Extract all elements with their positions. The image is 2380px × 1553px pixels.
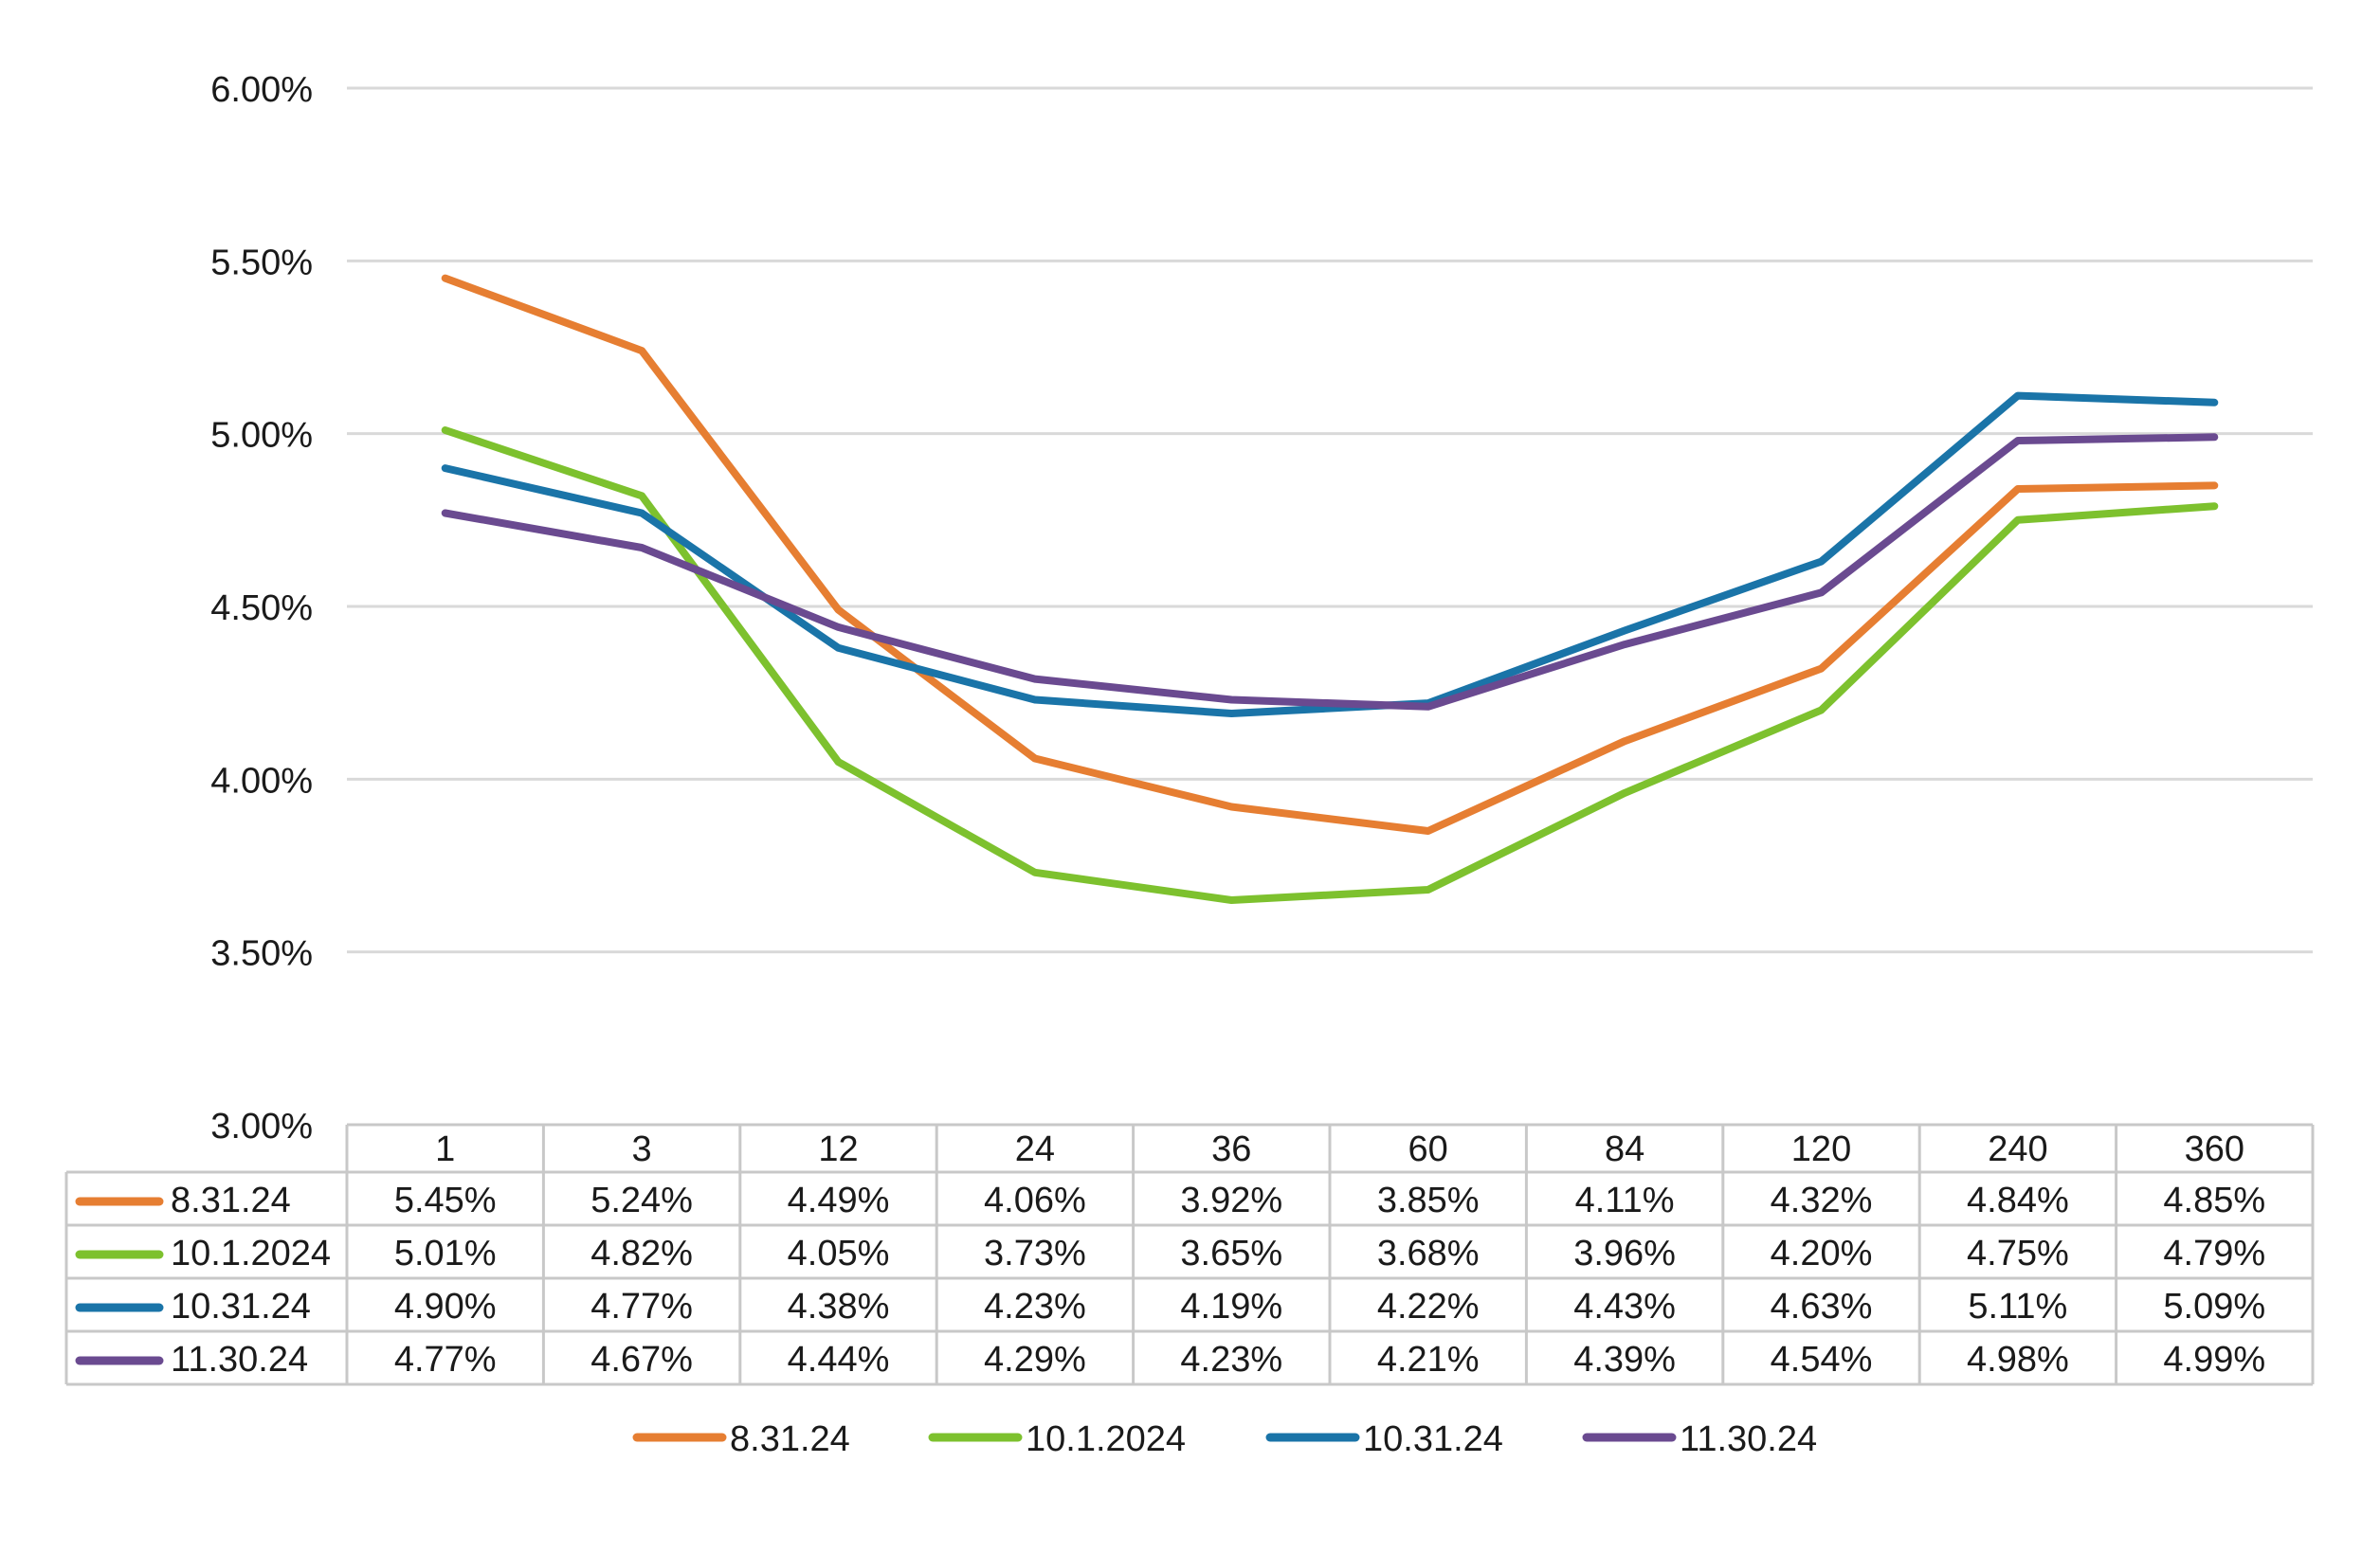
x-tick-label: 120 [1791, 1129, 1851, 1169]
data-label: 4.82% [590, 1234, 693, 1273]
data-label: 3.92% [1180, 1181, 1282, 1220]
gridlines [347, 86, 2313, 954]
series-line [441, 426, 2219, 904]
table-row-label: 10.1.2024 [171, 1234, 331, 1273]
x-tick-label: 1 [435, 1129, 455, 1169]
data-label: 3.96% [1573, 1234, 1676, 1273]
data-label: 5.11% [1968, 1287, 2067, 1327]
data-label: 4.43% [1573, 1287, 1676, 1327]
data-label: 4.54% [1771, 1340, 1873, 1380]
y-tick-label: 4.00% [210, 761, 313, 801]
data-label: 4.90% [394, 1287, 497, 1327]
table-row-label: 8.31.24 [171, 1181, 291, 1220]
data-label: 4.99% [2163, 1340, 2265, 1380]
data-label: 4.05% [788, 1234, 890, 1273]
data-label: 4.79% [2163, 1234, 2265, 1273]
data-label: 4.84% [1967, 1181, 2069, 1220]
x-tick-label: 24 [1015, 1129, 1055, 1169]
series-lines [441, 274, 2219, 904]
data-label: 4.20% [1771, 1234, 1873, 1273]
legend-label: 11.30.24 [1680, 1419, 1817, 1459]
legend-label: 8.31.24 [730, 1419, 850, 1459]
data-label: 4.39% [1573, 1340, 1676, 1380]
y-tick-label: 3.50% [210, 934, 313, 974]
data-label: 4.49% [788, 1181, 890, 1220]
x-tick-label: 12 [818, 1129, 858, 1169]
data-label: 4.38% [788, 1287, 890, 1327]
series-line [441, 433, 2219, 711]
y-tick-label: 5.50% [210, 243, 313, 282]
data-label: 3.68% [1377, 1234, 1480, 1273]
data-label: 3.85% [1377, 1181, 1480, 1220]
data-label: 4.32% [1771, 1181, 1873, 1220]
data-label: 4.06% [984, 1181, 1086, 1220]
y-tick-label: 4.50% [210, 588, 313, 628]
data-label: 4.63% [1771, 1287, 1873, 1327]
data-label: 4.11% [1575, 1181, 1675, 1220]
data-label: 4.75% [1967, 1234, 2069, 1273]
data-label: 4.98% [1967, 1340, 2069, 1380]
data-label: 5.45% [394, 1181, 497, 1220]
x-tick-label: 3 [632, 1129, 652, 1169]
data-label: 4.19% [1180, 1287, 1282, 1327]
data-label: 3.65% [1180, 1234, 1282, 1273]
data-label: 3.73% [984, 1234, 1086, 1273]
data-label: 4.29% [984, 1340, 1086, 1380]
data-label: 4.23% [984, 1287, 1086, 1327]
data-label: 4.22% [1377, 1287, 1480, 1327]
y-tick-label: 5.00% [210, 416, 313, 456]
table-row-label: 10.31.24 [171, 1287, 311, 1327]
legend: 8.31.24 10.1.2024 10.31.24 11.30.24 [632, 1419, 1817, 1459]
data-label: 4.85% [2163, 1181, 2265, 1220]
data-label: 4.44% [788, 1340, 890, 1380]
data-label: 4.77% [590, 1287, 693, 1327]
legend-label: 10.1.2024 [1026, 1419, 1186, 1459]
y-tick-label: 3.00% [210, 1107, 313, 1147]
data-label: 4.77% [394, 1340, 497, 1380]
data-label: 5.01% [394, 1234, 497, 1273]
x-tick-label: 360 [2185, 1129, 2244, 1169]
x-tick-label: 60 [1408, 1129, 1448, 1169]
legend-label: 10.31.24 [1363, 1419, 1503, 1459]
data-label: 5.09% [2163, 1287, 2265, 1327]
x-tick-label: 84 [1605, 1129, 1644, 1169]
y-axis: 3.00% 3.50% 4.00% 4.50% 5.00% 5.50% 6.00% [210, 70, 313, 1147]
series-line [441, 274, 2219, 835]
table-row-label: 11.30.24 [171, 1340, 308, 1380]
x-tick-label: 240 [1988, 1129, 2047, 1169]
y-tick-label: 6.00% [210, 70, 313, 110]
data-label: 4.23% [1180, 1340, 1282, 1380]
data-table: 1 3 12 24 36 60 84 120 240 360 8.31.24 5.45% 5.24% 4.… [64, 1123, 2315, 1386]
x-tick-label: 36 [1211, 1129, 1251, 1169]
series-line [441, 391, 2219, 717]
data-label: 5.24% [590, 1181, 693, 1220]
data-label: 4.21% [1377, 1340, 1480, 1380]
data-label: 4.67% [590, 1340, 693, 1380]
